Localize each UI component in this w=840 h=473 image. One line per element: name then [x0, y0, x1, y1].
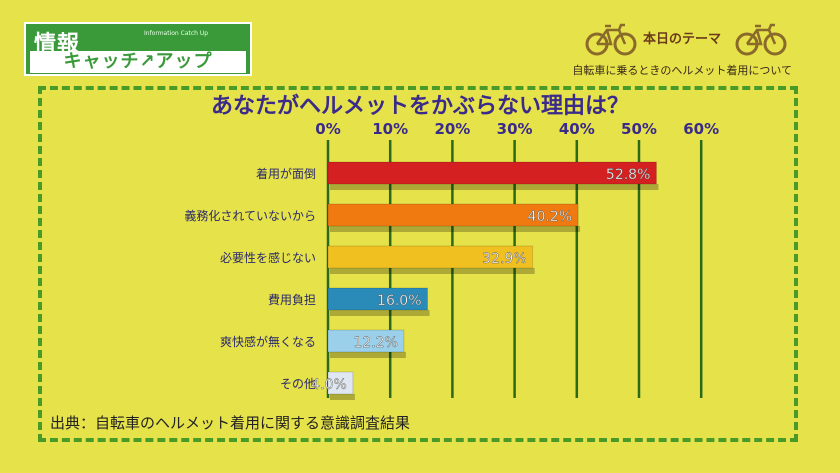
content-frame	[38, 86, 798, 442]
bar-shadow	[330, 226, 581, 232]
category-label: 費用負担	[268, 292, 316, 307]
tick-label: 10%	[372, 120, 408, 138]
value-label: 52.8%	[606, 167, 650, 183]
bar	[327, 371, 354, 395]
tick-label: 40%	[559, 120, 595, 138]
theme-label: 本日のテーマ	[643, 32, 722, 47]
value-label: 12.2%	[353, 335, 397, 351]
category-label: 着用が面倒	[256, 166, 316, 181]
bar	[327, 203, 579, 227]
tick-label: 30%	[497, 120, 533, 138]
category-label: その他	[280, 377, 316, 391]
logo-line2: キャッチ↗アップ	[30, 51, 246, 73]
category-label: 義務化されていないから	[184, 208, 316, 223]
bar-shadow	[330, 394, 355, 400]
bar-shadow	[330, 268, 535, 274]
bicycle-icon	[735, 23, 787, 56]
bar	[327, 161, 657, 185]
source-note: 出典：自転車のヘルメット着用に関する意識調査結果	[50, 414, 411, 432]
bar	[327, 329, 405, 353]
tick-label: 20%	[434, 120, 470, 138]
theme-banner: 本日のテーマ	[585, 22, 790, 58]
value-label: 4.0%	[311, 377, 347, 393]
value-label: 40.2%	[528, 209, 572, 225]
program-logo: 情報 Information Catch Up キャッチ↗アップ	[24, 22, 252, 76]
chart-title: あなたがヘルメットをかぶらない理由は？	[210, 94, 629, 119]
bar	[327, 245, 534, 269]
value-label: 32.9%	[482, 251, 526, 267]
logo-small-text: Information Catch Up	[144, 30, 209, 37]
tick-label: 60%	[683, 120, 719, 138]
tick-label: 0%	[315, 120, 340, 138]
category-label: 必要性を感じない	[220, 250, 316, 265]
category-label: 爽快感が無くなる	[220, 334, 316, 349]
theme-topic: 自転車に乗るときのヘルメット着用について	[572, 64, 792, 77]
bicycle-icon	[585, 23, 637, 56]
bar	[327, 287, 429, 311]
bar-shadow	[330, 184, 659, 190]
bar-shadow	[330, 310, 430, 316]
value-label: 16.0%	[377, 293, 421, 309]
tick-label: 50%	[621, 120, 657, 138]
bar-shadow	[330, 352, 406, 358]
